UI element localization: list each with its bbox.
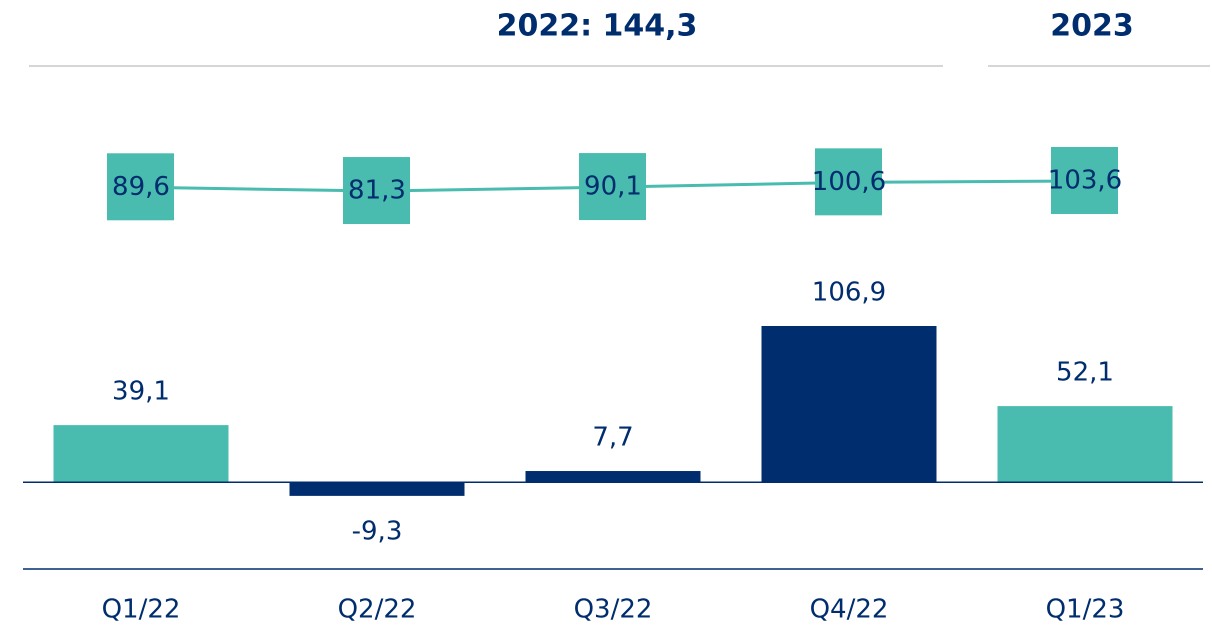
x-tick-label: Q1/23: [1046, 595, 1125, 625]
data-label: 39,1: [112, 377, 170, 407]
bar: [289, 482, 465, 496]
bar: [761, 325, 937, 483]
data-label: 100,6: [812, 167, 886, 197]
data-label: 52,1: [1056, 358, 1114, 388]
data-label: 89,6: [112, 172, 170, 202]
point-box: [107, 153, 174, 221]
x-tick-label: Q2/22: [338, 595, 417, 625]
period-header: 2023: [1050, 9, 1134, 44]
period-header: 2022: 144,3: [497, 9, 698, 44]
point-box: [343, 157, 410, 225]
data-label: 7,7: [592, 423, 633, 453]
data-label: 90,1: [584, 172, 642, 202]
bar: [53, 425, 229, 483]
bar: [997, 406, 1173, 483]
point-box: [1051, 146, 1118, 214]
data-label: 103,6: [1048, 165, 1122, 195]
x-tick-label: Q3/22: [574, 595, 653, 625]
x-tick-label: Q1/22: [102, 595, 181, 625]
x-tick-label: Q4/22: [810, 595, 889, 625]
point-box: [579, 153, 646, 221]
data-label: 81,3: [348, 176, 406, 206]
data-label: -9,3: [352, 516, 403, 546]
point-box: [815, 148, 882, 216]
bar: [525, 471, 701, 483]
data-label: 106,9: [812, 277, 886, 307]
